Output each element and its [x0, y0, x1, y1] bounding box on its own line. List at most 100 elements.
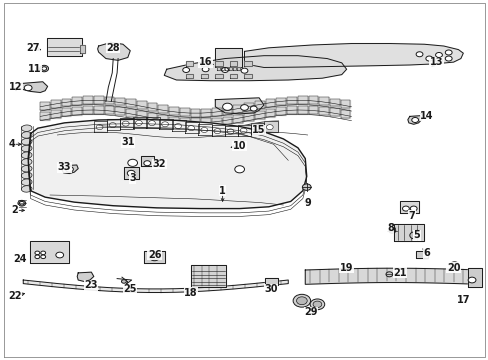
Circle shape	[121, 280, 126, 283]
Text: 6: 6	[423, 248, 429, 258]
Polygon shape	[104, 106, 114, 114]
Polygon shape	[201, 109, 210, 117]
Circle shape	[253, 127, 260, 132]
Circle shape	[266, 125, 273, 130]
Polygon shape	[186, 62, 193, 66]
Polygon shape	[40, 112, 50, 120]
Ellipse shape	[21, 145, 32, 152]
Text: 32: 32	[152, 159, 166, 169]
Circle shape	[35, 255, 40, 258]
Polygon shape	[23, 280, 287, 293]
Polygon shape	[137, 101, 146, 109]
Text: 14: 14	[419, 111, 433, 121]
Polygon shape	[190, 118, 200, 126]
Polygon shape	[201, 62, 207, 66]
Text: 10: 10	[232, 141, 246, 151]
Polygon shape	[265, 109, 275, 117]
Polygon shape	[185, 122, 199, 133]
Circle shape	[201, 127, 207, 132]
Circle shape	[41, 251, 45, 255]
Text: 29: 29	[304, 307, 317, 317]
Polygon shape	[107, 120, 120, 130]
Text: 9: 9	[304, 198, 310, 208]
Circle shape	[302, 184, 310, 190]
Polygon shape	[319, 107, 328, 115]
Circle shape	[240, 128, 246, 133]
Polygon shape	[180, 108, 189, 116]
Circle shape	[234, 166, 244, 173]
Polygon shape	[211, 118, 221, 126]
Ellipse shape	[21, 125, 32, 131]
Polygon shape	[233, 115, 243, 123]
Circle shape	[40, 65, 48, 72]
Circle shape	[214, 129, 221, 134]
Polygon shape	[393, 224, 424, 241]
Polygon shape	[186, 74, 193, 78]
Polygon shape	[94, 121, 107, 132]
Circle shape	[41, 67, 46, 70]
Text: 16: 16	[199, 57, 212, 67]
Polygon shape	[340, 100, 350, 108]
Polygon shape	[40, 103, 50, 111]
Polygon shape	[244, 74, 251, 78]
Circle shape	[435, 58, 442, 63]
Circle shape	[222, 103, 232, 111]
Polygon shape	[222, 107, 232, 115]
Polygon shape	[201, 118, 210, 126]
Text: 20: 20	[446, 262, 459, 273]
Circle shape	[35, 251, 40, 255]
Polygon shape	[61, 165, 78, 174]
Polygon shape	[229, 74, 237, 78]
Circle shape	[109, 123, 116, 128]
Polygon shape	[250, 123, 264, 134]
Polygon shape	[28, 119, 306, 208]
Polygon shape	[244, 103, 253, 111]
Polygon shape	[172, 120, 185, 131]
Text: 26: 26	[147, 250, 161, 260]
Text: 19: 19	[339, 262, 353, 273]
Circle shape	[445, 50, 451, 55]
Polygon shape	[217, 67, 220, 70]
Text: 21: 21	[392, 268, 406, 278]
Text: 24: 24	[13, 253, 26, 264]
Polygon shape	[329, 99, 339, 107]
Polygon shape	[72, 107, 82, 115]
Polygon shape	[51, 100, 61, 108]
Text: 11: 11	[28, 64, 41, 74]
Circle shape	[385, 272, 392, 277]
Circle shape	[449, 262, 458, 268]
Polygon shape	[236, 67, 239, 70]
Polygon shape	[215, 98, 264, 114]
Text: 25: 25	[123, 284, 137, 294]
Polygon shape	[164, 56, 346, 81]
Circle shape	[187, 126, 194, 131]
Polygon shape	[297, 106, 307, 113]
Polygon shape	[72, 97, 82, 105]
Text: 18: 18	[184, 288, 198, 297]
Polygon shape	[158, 105, 168, 113]
Text: 4: 4	[9, 139, 16, 149]
Polygon shape	[147, 103, 157, 111]
Polygon shape	[147, 113, 157, 121]
Circle shape	[402, 206, 408, 211]
Polygon shape	[222, 117, 232, 125]
Polygon shape	[159, 118, 172, 129]
Circle shape	[296, 297, 306, 305]
Polygon shape	[201, 74, 207, 78]
Polygon shape	[254, 111, 264, 118]
Polygon shape	[276, 98, 285, 105]
Polygon shape	[94, 96, 103, 104]
Circle shape	[148, 121, 155, 126]
Circle shape	[18, 201, 26, 206]
Circle shape	[135, 120, 142, 125]
Polygon shape	[305, 268, 479, 284]
Polygon shape	[191, 265, 225, 287]
Polygon shape	[265, 278, 277, 285]
Polygon shape	[265, 99, 275, 107]
Polygon shape	[215, 62, 222, 66]
Polygon shape	[180, 118, 189, 126]
Polygon shape	[115, 98, 125, 105]
Polygon shape	[98, 42, 130, 60]
Polygon shape	[244, 44, 462, 67]
Polygon shape	[286, 106, 296, 114]
